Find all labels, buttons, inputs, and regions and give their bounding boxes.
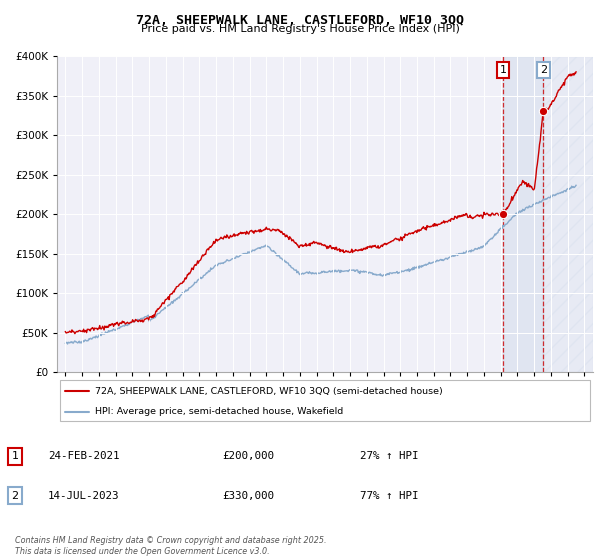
Bar bbox=[543, 56, 593, 372]
Text: HPI: Average price, semi-detached house, Wakefield: HPI: Average price, semi-detached house,… bbox=[95, 407, 343, 416]
Text: 72A, SHEEPWALK LANE, CASTLEFORD, WF10 3QQ: 72A, SHEEPWALK LANE, CASTLEFORD, WF10 3Q… bbox=[136, 14, 464, 27]
Text: 2: 2 bbox=[539, 65, 547, 75]
Text: 72A, SHEEPWALK LANE, CASTLEFORD, WF10 3QQ (semi-detached house): 72A, SHEEPWALK LANE, CASTLEFORD, WF10 3Q… bbox=[95, 387, 442, 396]
Text: 2: 2 bbox=[11, 491, 19, 501]
FancyBboxPatch shape bbox=[59, 380, 590, 421]
Text: 77% ↑ HPI: 77% ↑ HPI bbox=[360, 491, 419, 501]
Text: 24-FEB-2021: 24-FEB-2021 bbox=[48, 451, 119, 461]
Text: Price paid vs. HM Land Registry's House Price Index (HPI): Price paid vs. HM Land Registry's House … bbox=[140, 24, 460, 34]
Text: 14-JUL-2023: 14-JUL-2023 bbox=[48, 491, 119, 501]
Text: 27% ↑ HPI: 27% ↑ HPI bbox=[360, 451, 419, 461]
Text: £200,000: £200,000 bbox=[222, 451, 274, 461]
Bar bbox=[503, 56, 543, 372]
Text: 1: 1 bbox=[500, 65, 507, 75]
Text: 1: 1 bbox=[11, 451, 19, 461]
Text: £330,000: £330,000 bbox=[222, 491, 274, 501]
Text: Contains HM Land Registry data © Crown copyright and database right 2025.
This d: Contains HM Land Registry data © Crown c… bbox=[15, 536, 326, 556]
